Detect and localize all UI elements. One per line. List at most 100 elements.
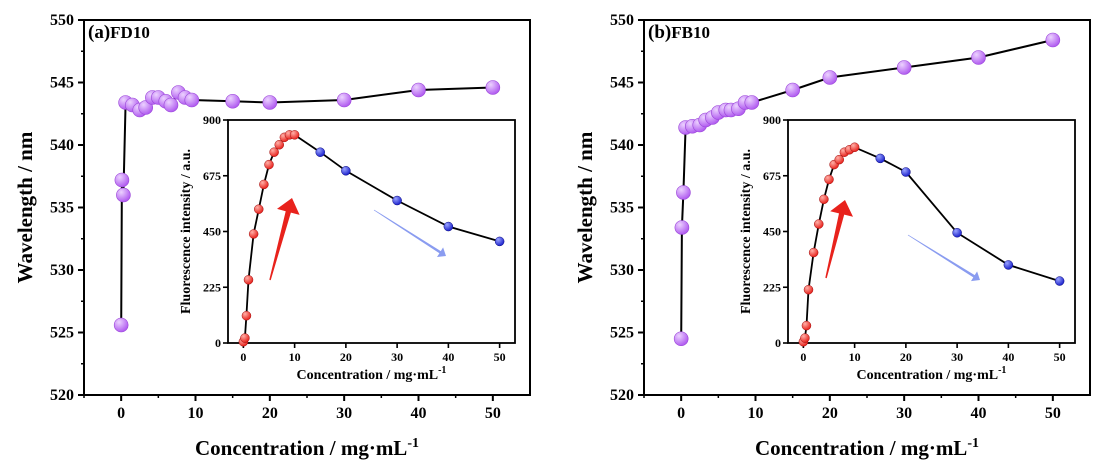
panel-b-panel-letter: (b) xyxy=(648,22,671,43)
panel-a-inset-x-tick-label: 40 xyxy=(442,350,454,364)
panel-b-data-point xyxy=(822,70,838,85)
panel-b-x-tick-label: 0 xyxy=(677,405,685,422)
panel-b-inset-rise-point xyxy=(824,174,834,185)
panel-a-inset-up-arrow xyxy=(269,198,300,281)
panel-b-panel-name: FB10 xyxy=(671,23,710,42)
panel-a-data-point xyxy=(184,92,200,108)
panel-a-x-tick-label: 50 xyxy=(485,405,501,422)
panel-b-data-point xyxy=(785,82,800,98)
panel-b-inset-y-axis-label: Fluorescence intensity / a.u. xyxy=(739,149,754,314)
panel-b-inset-y-tick-label: 450 xyxy=(763,225,781,239)
panel-b-inset-rise-point xyxy=(803,284,814,295)
panel-a-y-tick-label: 520 xyxy=(50,387,74,404)
panel-b-inset-fall-point xyxy=(1003,260,1014,270)
panel-b-data-point xyxy=(676,185,691,200)
panel-a-inset-x-tick-label: 0 xyxy=(240,350,246,364)
panel-b-inset-fall-point xyxy=(1054,276,1065,286)
panel-a-y-tick-label: 545 xyxy=(50,75,74,92)
panel-a-y-axis-label: Wavelength / nm xyxy=(13,131,37,283)
panel-b-x-tick-label: 50 xyxy=(1045,405,1061,422)
panel-a-panel-name: FD10 xyxy=(110,23,150,42)
panel-b-inset-x-axis-label: Concentration / mg·mL-1 xyxy=(857,365,1007,383)
panel-a-x-tick-label: 10 xyxy=(188,405,204,422)
panel-b-x-tick-label: 10 xyxy=(748,405,764,422)
panel-b-data-point xyxy=(673,331,689,347)
panel-b-data-point xyxy=(744,95,760,110)
panel-a-inset-x-tick-label: 50 xyxy=(494,350,506,364)
panel-b-inset-x-axis-label-text: Concentration / mg·mL xyxy=(857,368,999,383)
panel-a-inset-rise-point xyxy=(269,147,279,157)
panel-a-x-tick-label: 20 xyxy=(262,405,278,422)
panel-b-inset-fall-point xyxy=(901,167,911,177)
panel-b-inset-fall-point xyxy=(875,153,885,164)
panel-b-data-point xyxy=(1045,32,1061,48)
panel-b-x-tick-label: 30 xyxy=(896,405,912,422)
panel-b-inset-frame xyxy=(787,119,1076,344)
panel-b-x-tick-label: 40 xyxy=(971,405,987,422)
panel-a-panel-label: (a)FD10 xyxy=(88,22,150,43)
panel-a-inset: 0 10 20 30 40 50 0 225 450 675 900 Concentration / … xyxy=(179,113,516,383)
panel-a-x-axis-label-text: Concentration / mg·mL xyxy=(195,436,407,460)
panel-b-x-axis-label-sup: -1 xyxy=(967,436,979,451)
panel-b-x-axis-label: Concentration / mg·mL-1 xyxy=(755,436,979,460)
panel-b-x-tick-label: 20 xyxy=(822,405,838,422)
panel-b-inset-y-tick-label: 225 xyxy=(763,280,781,294)
panel-a-data-point xyxy=(336,92,352,108)
panel-b-inset-y-tick-label: 0 xyxy=(775,336,781,350)
panel-a-data-point xyxy=(411,82,426,98)
panel-a-inset-rise-point xyxy=(248,229,259,239)
panel-b-inset-up-arrow xyxy=(825,200,853,279)
panel-b-y-axis-label: Wavelength / nm xyxy=(573,131,597,283)
panel-a-inset-x-tick-label: 10 xyxy=(289,350,301,364)
panel-a-inset-fall-point xyxy=(494,236,505,247)
panel-a-x-tick-label: 0 xyxy=(117,405,125,422)
panel-a-inset-fall-point xyxy=(315,147,325,157)
panel-a-data-point xyxy=(225,93,240,109)
panel-a-x-axis-label-sup: -1 xyxy=(407,436,419,451)
panel-a-inset-fall-point xyxy=(341,166,351,176)
panel-b-inset-x-tick-label: 40 xyxy=(1002,350,1014,364)
panel-b-y-tick-label: 540 xyxy=(610,137,634,154)
panel-a-inset-y-tick-label: 675 xyxy=(203,169,221,183)
panel-a-inset-rise-point xyxy=(264,159,274,170)
panel-b-inset-rise-point xyxy=(814,219,824,229)
panel-b-inset-rise-point xyxy=(849,142,860,153)
panel-a-inset-x-axis-label-text: Concentration / mg·mL xyxy=(297,368,439,383)
panel-a-data-point xyxy=(163,97,179,113)
panel-b-inset-x-tick-label: 50 xyxy=(1054,350,1066,364)
panel-b-x-axis-label-text: Concentration / mg·mL xyxy=(755,436,967,460)
panel-a-panel-letter: (a) xyxy=(88,22,110,43)
panel-b-y-tick-label: 525 xyxy=(610,325,634,342)
panel-a-y-tick-label: 540 xyxy=(50,137,74,154)
panel-a-inset-rise-point xyxy=(241,310,252,321)
panel-a-inset-y-tick-label: 0 xyxy=(215,336,221,350)
panel-a-data-point xyxy=(485,80,501,95)
panel-a-inset-y-tick-label: 900 xyxy=(203,113,221,127)
panel-a-inset-y-axis-label: Fluorescence intensity / a.u. xyxy=(179,149,194,314)
panel-b-inset-rise-point xyxy=(800,333,810,343)
panel-a-inset-y-tick-label: 225 xyxy=(203,280,221,294)
panel-a-data-point xyxy=(114,172,130,188)
panel-b-inset-x-axis-label-sup: -1 xyxy=(998,365,1006,376)
panel-a-x-tick-label: 40 xyxy=(411,405,427,422)
panel-b-data-point xyxy=(971,50,986,65)
panel-a-inset-rise-point xyxy=(259,179,269,190)
panel-a-data-point xyxy=(116,187,131,203)
panel-b-panel-label: (b)FB10 xyxy=(648,22,710,43)
panel-a-y-tick-label: 530 xyxy=(50,262,74,279)
panel-a: 0 10 20 30 40 50 520 525 530 535 540 545 550 Concentr… xyxy=(13,12,531,460)
panel-b-y-tick-label: 550 xyxy=(610,12,634,29)
panel-a-inset-x-axis-label-sup: -1 xyxy=(438,365,446,376)
panel-b-data-point xyxy=(896,60,912,75)
panel-a-inset-x-tick-label: 20 xyxy=(340,350,352,364)
panel-b-y-tick-label: 530 xyxy=(610,262,634,279)
panel-a-inset-rise-point xyxy=(243,275,254,285)
panel-b-inset-rise-point xyxy=(819,194,829,205)
panel-a-data-point xyxy=(113,317,129,333)
panel-b-data-point xyxy=(674,220,690,235)
panel-b-inset-y-tick-label: 900 xyxy=(763,113,781,127)
panel-b-inset-rise-point xyxy=(808,247,819,258)
panel-b-inset-y-tick-label: 675 xyxy=(763,169,781,183)
panel-a-inset-rise-point xyxy=(289,130,300,140)
panel-a-inset-x-tick-label: 30 xyxy=(391,350,403,364)
